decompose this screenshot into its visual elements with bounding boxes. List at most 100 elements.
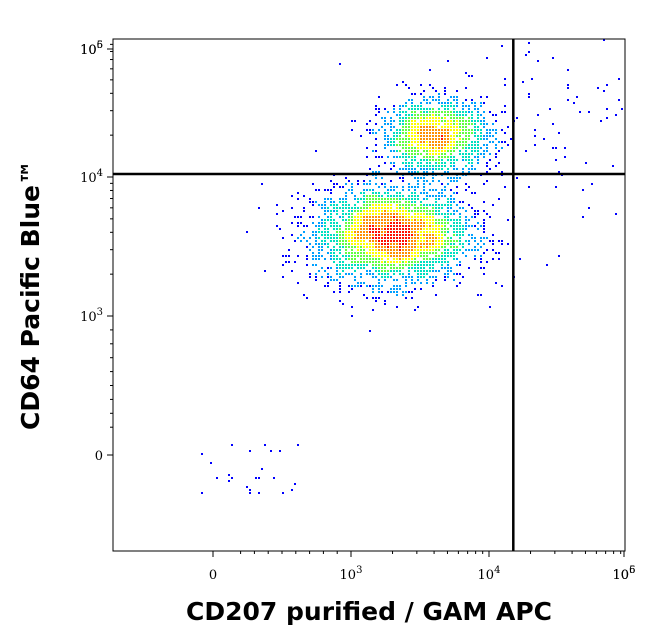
event-dot xyxy=(396,270,398,272)
event-dot xyxy=(390,252,392,254)
event-dot xyxy=(414,282,416,284)
event-dot xyxy=(420,117,422,119)
event-dot xyxy=(465,141,467,143)
event-dot xyxy=(480,120,482,122)
event-dot xyxy=(474,150,476,152)
event-dot xyxy=(375,267,377,269)
event-dot xyxy=(492,114,494,116)
event-dot xyxy=(435,114,437,116)
event-dot xyxy=(318,270,320,272)
event-dot xyxy=(462,156,464,158)
event-dot xyxy=(396,234,398,236)
event-dot xyxy=(357,213,359,215)
event-dot xyxy=(402,276,404,278)
event-dot xyxy=(369,270,371,272)
event-dot xyxy=(471,75,473,77)
event-dot xyxy=(312,231,314,233)
event-dot xyxy=(321,234,323,236)
event-dot xyxy=(297,225,299,227)
event-dot xyxy=(348,204,350,206)
event-dot xyxy=(339,225,341,227)
event-dot xyxy=(387,216,389,218)
event-dot xyxy=(468,156,470,158)
event-dot xyxy=(471,120,473,122)
event-dot xyxy=(411,105,413,107)
event-dot xyxy=(483,219,485,221)
event-dot xyxy=(414,168,416,170)
event-dot xyxy=(363,183,365,185)
event-dot xyxy=(435,141,437,143)
event-dot xyxy=(384,186,386,188)
event-dot xyxy=(456,246,458,248)
event-dot xyxy=(330,234,332,236)
event-dot xyxy=(384,147,386,149)
event-dot xyxy=(438,204,440,206)
event-dot xyxy=(489,168,491,170)
event-dot xyxy=(420,138,422,140)
event-dot xyxy=(444,243,446,245)
event-dot xyxy=(390,195,392,197)
event-dot xyxy=(288,261,290,263)
event-dot xyxy=(408,162,410,164)
event-dot xyxy=(453,165,455,167)
event-dot xyxy=(384,207,386,209)
event-dot xyxy=(417,171,419,173)
event-dot xyxy=(405,228,407,230)
event-dot xyxy=(423,207,425,209)
event-dot xyxy=(291,270,293,272)
event-dot xyxy=(384,255,386,257)
event-dot xyxy=(357,243,359,245)
event-dot xyxy=(372,189,374,191)
event-dot xyxy=(462,225,464,227)
event-dot xyxy=(480,237,482,239)
event-dot xyxy=(297,198,299,200)
event-dot xyxy=(423,108,425,110)
event-dot xyxy=(489,111,491,113)
event-dot xyxy=(423,90,425,92)
event-dot xyxy=(309,273,311,275)
event-dot xyxy=(444,129,446,131)
event-dot xyxy=(408,237,410,239)
event-dot xyxy=(321,222,323,224)
event-dot xyxy=(432,246,434,248)
event-dot xyxy=(474,132,476,134)
event-dot xyxy=(477,228,479,230)
event-dot xyxy=(375,231,377,233)
event-dot xyxy=(408,207,410,209)
event-dot xyxy=(411,186,413,188)
event-dot xyxy=(498,162,500,164)
event-dot xyxy=(372,228,374,230)
event-dot xyxy=(357,198,359,200)
event-dot xyxy=(603,39,605,41)
event-dot xyxy=(405,216,407,218)
event-dot xyxy=(432,222,434,224)
event-dot xyxy=(426,240,428,242)
event-dot xyxy=(363,213,365,215)
event-dot xyxy=(420,162,422,164)
event-dot xyxy=(417,186,419,188)
event-dot xyxy=(291,207,293,209)
event-dot xyxy=(462,129,464,131)
event-dot xyxy=(480,294,482,296)
event-dot xyxy=(330,216,332,218)
event-dot xyxy=(414,255,416,257)
event-dot xyxy=(453,126,455,128)
event-dot xyxy=(441,234,443,236)
event-dot xyxy=(618,99,620,101)
event-dot xyxy=(435,165,437,167)
event-dot xyxy=(411,276,413,278)
event-dot xyxy=(432,126,434,128)
event-dot xyxy=(216,477,218,479)
event-dot xyxy=(372,195,374,197)
event-dot xyxy=(348,237,350,239)
event-dot xyxy=(375,144,377,146)
event-dot xyxy=(438,129,440,131)
event-dot xyxy=(501,147,503,149)
event-dot xyxy=(420,84,422,86)
event-dot xyxy=(417,135,419,137)
event-dot xyxy=(396,213,398,215)
event-dot xyxy=(396,240,398,242)
event-dot xyxy=(447,237,449,239)
tick-label: 104 xyxy=(478,565,501,583)
event-dot xyxy=(510,138,512,140)
